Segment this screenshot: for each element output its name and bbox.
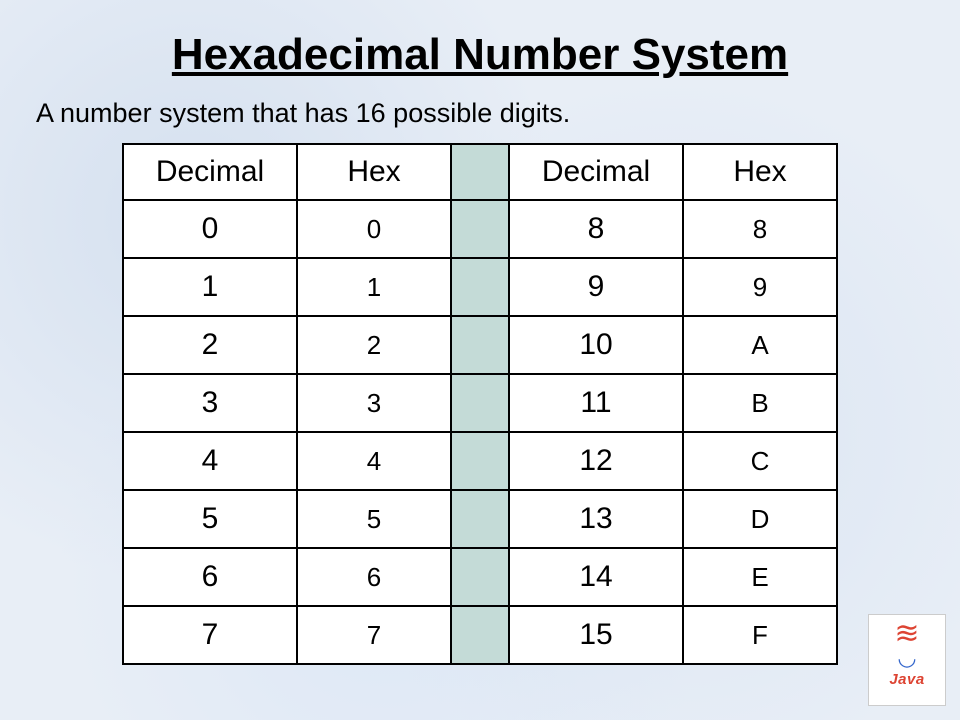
java-steam-icon: ≋ [869, 615, 945, 649]
cell-dec: 11 [509, 374, 683, 432]
header-decimal-2: Decimal [509, 144, 683, 200]
cell-dec: 10 [509, 316, 683, 374]
table-row: 4 4 12 C [123, 432, 837, 490]
cell-gap [451, 316, 509, 374]
cell-dec: 6 [123, 548, 297, 606]
table-header-row: Decimal Hex Decimal Hex [123, 144, 837, 200]
cell-dec: 14 [509, 548, 683, 606]
cell-hex: B [683, 374, 837, 432]
header-hex-1: Hex [297, 144, 451, 200]
cell-dec: 2 [123, 316, 297, 374]
subtitle: A number system that has 16 possible dig… [36, 98, 930, 129]
cell-dec: 8 [509, 200, 683, 258]
java-cup-icon: ◡ [869, 647, 945, 669]
java-logo-text: Java [869, 671, 945, 688]
cell-dec: 7 [123, 606, 297, 664]
table-row: 1 1 9 9 [123, 258, 837, 316]
table-row: 2 2 10 A [123, 316, 837, 374]
cell-gap [451, 374, 509, 432]
cell-hex: 3 [297, 374, 451, 432]
cell-hex: 4 [297, 432, 451, 490]
cell-gap [451, 606, 509, 664]
cell-gap [451, 432, 509, 490]
table-row: 5 5 13 D [123, 490, 837, 548]
cell-dec: 12 [509, 432, 683, 490]
hex-table: Decimal Hex Decimal Hex 0 0 8 8 1 1 9 9 [122, 143, 838, 665]
cell-dec: 9 [509, 258, 683, 316]
java-logo: ≋ ◡ Java [868, 614, 946, 706]
cell-hex: 1 [297, 258, 451, 316]
cell-gap [451, 490, 509, 548]
cell-dec: 3 [123, 374, 297, 432]
slide: Hexadecimal Number System A number syste… [0, 0, 960, 665]
cell-hex: 2 [297, 316, 451, 374]
header-decimal-1: Decimal [123, 144, 297, 200]
cell-hex: 5 [297, 490, 451, 548]
table-row: 6 6 14 E [123, 548, 837, 606]
table-row: 3 3 11 B [123, 374, 837, 432]
table-row: 7 7 15 F [123, 606, 837, 664]
cell-dec: 13 [509, 490, 683, 548]
cell-hex: A [683, 316, 837, 374]
cell-gap [451, 200, 509, 258]
cell-hex: 9 [683, 258, 837, 316]
cell-hex: F [683, 606, 837, 664]
cell-gap [451, 548, 509, 606]
cell-hex: 7 [297, 606, 451, 664]
cell-hex: C [683, 432, 837, 490]
cell-dec: 5 [123, 490, 297, 548]
cell-hex: D [683, 490, 837, 548]
cell-hex: 6 [297, 548, 451, 606]
cell-dec: 1 [123, 258, 297, 316]
table-row: 0 0 8 8 [123, 200, 837, 258]
cell-gap [451, 258, 509, 316]
cell-dec: 4 [123, 432, 297, 490]
cell-dec: 15 [509, 606, 683, 664]
header-hex-2: Hex [683, 144, 837, 200]
cell-dec: 0 [123, 200, 297, 258]
cell-hex: 0 [297, 200, 451, 258]
cell-hex: E [683, 548, 837, 606]
cell-hex: 8 [683, 200, 837, 258]
table-body: 0 0 8 8 1 1 9 9 2 2 10 A 3 [123, 200, 837, 664]
page-title: Hexadecimal Number System [30, 30, 930, 80]
header-gap [451, 144, 509, 200]
